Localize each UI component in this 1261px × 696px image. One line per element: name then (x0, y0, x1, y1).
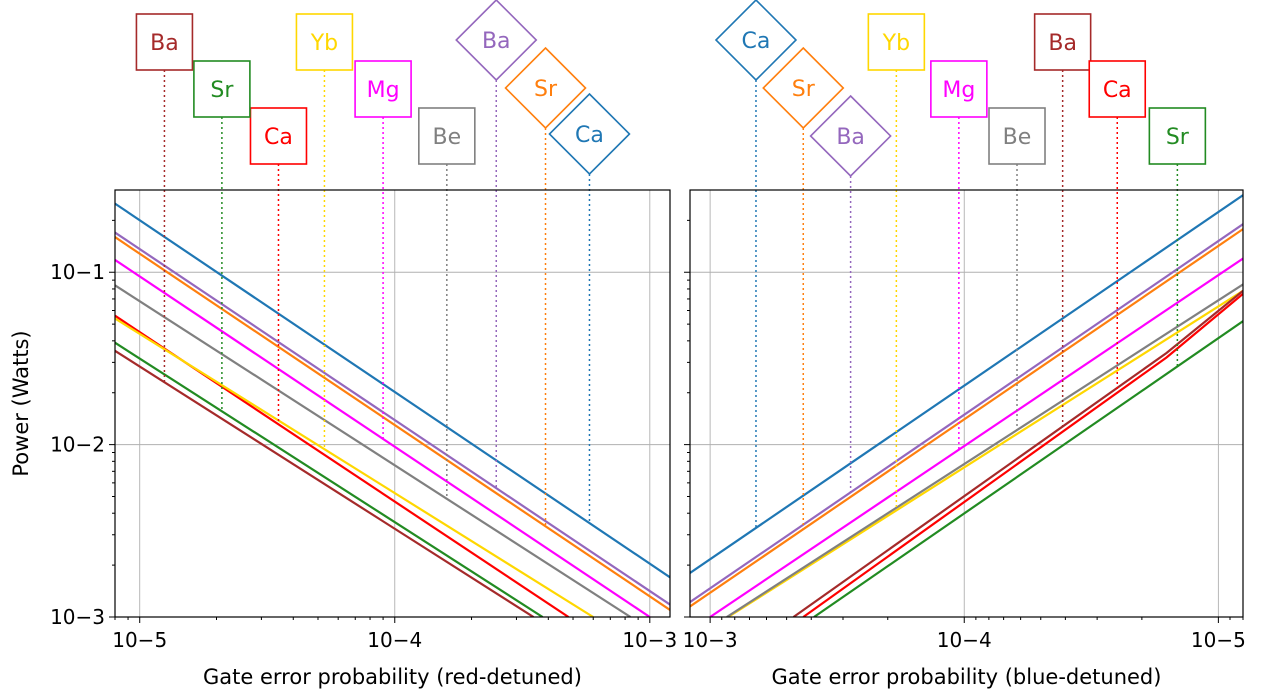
marker-label-ba: Ba (482, 29, 511, 54)
box-marker-ba (135, 13, 194, 71)
series-line-be (726, 283, 1243, 617)
diamond-marker-ba (455, 0, 538, 82)
x-axis-label: Gate error probability (red-detuned) (203, 665, 582, 689)
box-marker-mg (354, 60, 412, 118)
marker-label-ba: Ba (1048, 31, 1077, 56)
marker-label-ba: Ba (836, 125, 865, 150)
series-line-ba (792, 289, 1243, 617)
box-marker-yb (867, 13, 926, 71)
marker-label-sr: Sr (210, 78, 234, 103)
marker-label-ca: Ca (264, 125, 293, 150)
marker-label-yb: Yb (882, 31, 910, 56)
diamond-marker-ca (714, 0, 798, 82)
x-tick-label: 10−5 (1191, 628, 1246, 652)
series-line-ba (115, 349, 535, 617)
series-line-yb (115, 317, 594, 617)
marker-label-sr: Sr (1166, 125, 1190, 150)
box-marker-be (988, 107, 1046, 165)
axis-ticks: 10−3 10−4 10−5 (683, 219, 1246, 652)
diamond-marker-sr (762, 46, 845, 130)
series-line-sr (690, 228, 1243, 608)
series-line-sr (115, 341, 544, 617)
x-axis-label: Gate error probability (blue-detuned) (772, 665, 1162, 689)
box-marker-be (418, 107, 476, 165)
series-line-be (115, 284, 632, 617)
diamond-marker-ca (548, 92, 631, 176)
box-marker-ca (249, 107, 308, 165)
y-axis-label: Power (Watts) (9, 330, 33, 476)
x-tick-label: 10−4 (937, 628, 992, 652)
axes-frame (114, 189, 671, 618)
series-line-sr (115, 236, 670, 611)
box-marker-ba (1033, 13, 1092, 71)
x-tick-label: 10−3 (683, 628, 738, 652)
marker-label-sr: Sr (792, 77, 816, 102)
marker-label-yb: Yb (310, 31, 338, 56)
marker-label-be: Be (1003, 125, 1032, 150)
marker-label-ca: Ca (1103, 78, 1132, 103)
element-markers: Ca Ba Sr Mg Be Ca Yb Sr Ba (135, 0, 631, 176)
y-tick-label: 10−1 (50, 260, 105, 284)
diamond-marker-ba (809, 94, 892, 178)
axes-frame (689, 189, 1244, 618)
marker-label-mg: Mg (942, 78, 975, 103)
grid-lines (690, 190, 1243, 618)
diamond-marker-sr (504, 46, 587, 130)
marker-label-be: Be (433, 125, 462, 150)
box-marker-yb (295, 13, 354, 71)
y-tick-label: 10−2 (50, 433, 105, 457)
series-line-ba (115, 231, 670, 606)
marker-label-ca: Ca (742, 29, 771, 54)
element-markers: Ca Sr Ba Yb Mg Be Ba Ca Sr (714, 0, 1207, 178)
series-line-yb (727, 289, 1243, 617)
series-lines (115, 202, 670, 617)
series-line-ca (690, 194, 1243, 574)
series-line-ba (690, 223, 1243, 604)
marker-label-ba: Ba (150, 31, 179, 56)
y-tick-label: 10−3 (50, 605, 105, 629)
box-marker-mg (930, 60, 988, 118)
marker-label-ca: Ca (575, 123, 604, 148)
marker-label-mg: Mg (367, 78, 400, 103)
marker-label-sr: Sr (534, 77, 558, 102)
series-line-ca (115, 202, 670, 579)
series-line-sr (813, 320, 1243, 617)
series-line-ca (802, 292, 1243, 617)
box-marker-sr (1148, 107, 1207, 165)
box-marker-sr (193, 60, 251, 118)
marker-drop-lines (163, 70, 591, 527)
x-tick-label: 10−4 (367, 628, 422, 652)
box-marker-ca (1088, 60, 1147, 118)
series-lines (690, 194, 1243, 617)
series-line-mg (709, 257, 1243, 617)
axis-ticks: 10−5 10−4 10−3 10−3 10−2 10−1 (50, 219, 677, 652)
marker-drop-lines (755, 70, 1179, 530)
x-tick-label: 10−3 (622, 628, 677, 652)
blue-detuned-panel: Ca Sr Ba Yb Mg Be Ba Ca Sr 10−3 10−4 10−5 Gate err… (683, 0, 1246, 689)
x-tick-label: 10−5 (112, 628, 167, 652)
